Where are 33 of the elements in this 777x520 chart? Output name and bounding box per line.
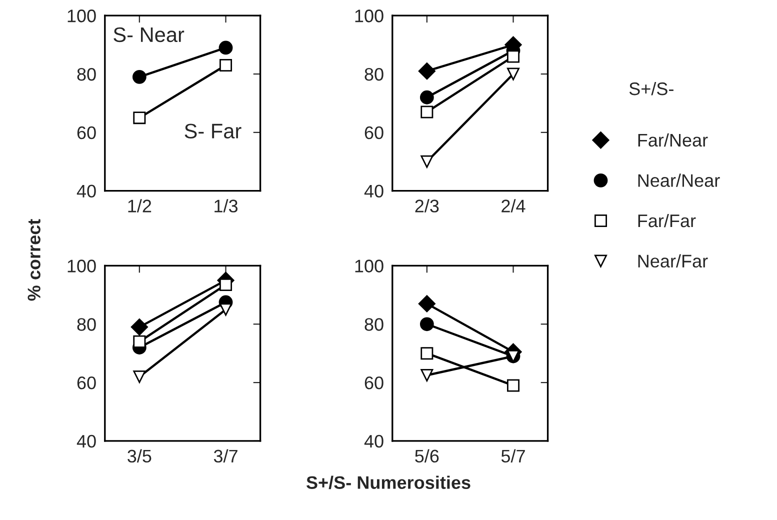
x-tick-label: 3/5 [128,449,152,463]
y-tick-label: 60 [77,376,96,390]
y-tick-label: 60 [364,376,384,390]
y-tick-label: 40 [364,434,384,448]
y-tick-label: 80 [364,318,384,331]
legend-label: Far/Near [638,133,708,147]
y-tick-label: 80 [77,318,96,331]
y-axis-title: % correct [28,219,40,301]
y-tick-label: 40 [76,434,96,448]
x-tick-label: 1/2 [128,199,152,212]
x-tick-label: 2/4 [502,199,526,212]
y-tick-label: 100 [68,260,96,272]
y-tick-label: 80 [364,68,384,81]
y-tick-label: 40 [364,184,384,198]
y-tick-label: 80 [77,68,96,81]
legend-label: Near/Far [638,254,708,268]
x-tick-label: 3/7 [214,449,238,463]
y-tick-label: 100 [355,10,384,22]
x-tick-label: 5/6 [415,449,439,463]
legend-label: Near/Near [638,174,720,187]
y-tick-label: 100 [68,10,96,22]
legend-label: Far/Far [638,214,696,228]
y-tick-label: 100 [355,260,384,272]
x-tick-label: 2/3 [415,199,439,212]
annotation: S- Far [184,124,242,138]
y-tick-label: 60 [364,126,384,140]
x-tick-label: 5/7 [501,449,525,463]
annotation: S- Near [114,27,184,42]
legend-title: S+/S- [629,82,674,96]
y-tick-label: 40 [76,184,96,198]
x-axis-title: S+/S- Numerosities [306,476,470,490]
x-tick-label: 1/3 [214,199,238,212]
y-tick-label: 60 [77,126,96,140]
